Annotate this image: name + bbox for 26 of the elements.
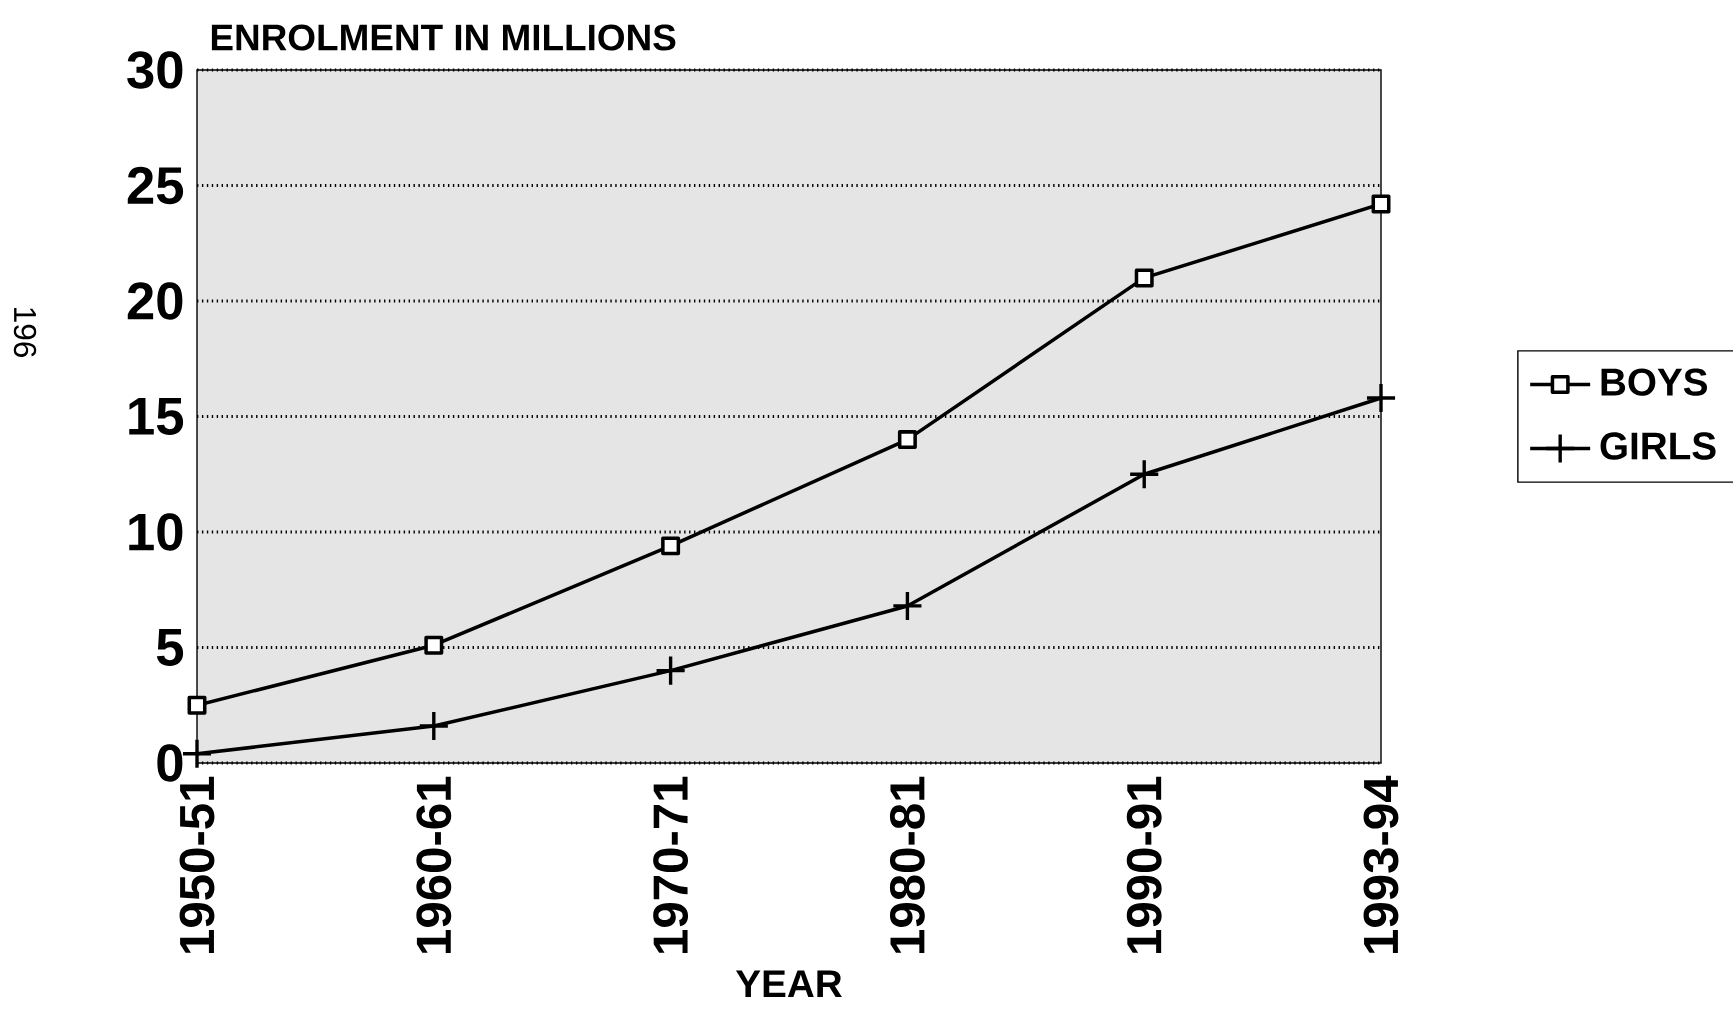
point bbox=[1371, 194, 1391, 214]
point bbox=[897, 430, 917, 450]
y-tick-label: 20 bbox=[127, 282, 183, 320]
y-axis-title: ENROLMENT IN MILLIONS bbox=[211, 24, 676, 51]
legend-label: BOYS bbox=[1601, 368, 1707, 396]
x-axis-title: YEAR bbox=[735, 970, 842, 998]
point bbox=[893, 591, 922, 620]
x-tick-label: 1970-71 bbox=[653, 776, 689, 953]
text: 196 bbox=[13, 308, 37, 357]
point bbox=[661, 536, 681, 556]
x-tick-label: 1993-94 bbox=[1363, 775, 1399, 953]
point bbox=[419, 711, 448, 741]
legend-label: GIRLS bbox=[1600, 432, 1716, 460]
point bbox=[1366, 383, 1396, 413]
x-tick-label: 1990-91 bbox=[1126, 776, 1162, 953]
y-tick-label: 15 bbox=[129, 398, 184, 435]
point bbox=[1134, 268, 1154, 288]
y-tick-label: 5 bbox=[156, 629, 184, 666]
y-tick-label: 10 bbox=[129, 513, 183, 551]
x-tick-label: 1980-81 bbox=[889, 776, 925, 953]
point bbox=[424, 635, 444, 655]
point bbox=[182, 739, 212, 768]
y-tick-label: 30 bbox=[127, 51, 183, 89]
y-tick-label: 25 bbox=[127, 166, 184, 205]
x-tick-label: 1960-61 bbox=[416, 776, 452, 953]
point bbox=[187, 695, 207, 715]
